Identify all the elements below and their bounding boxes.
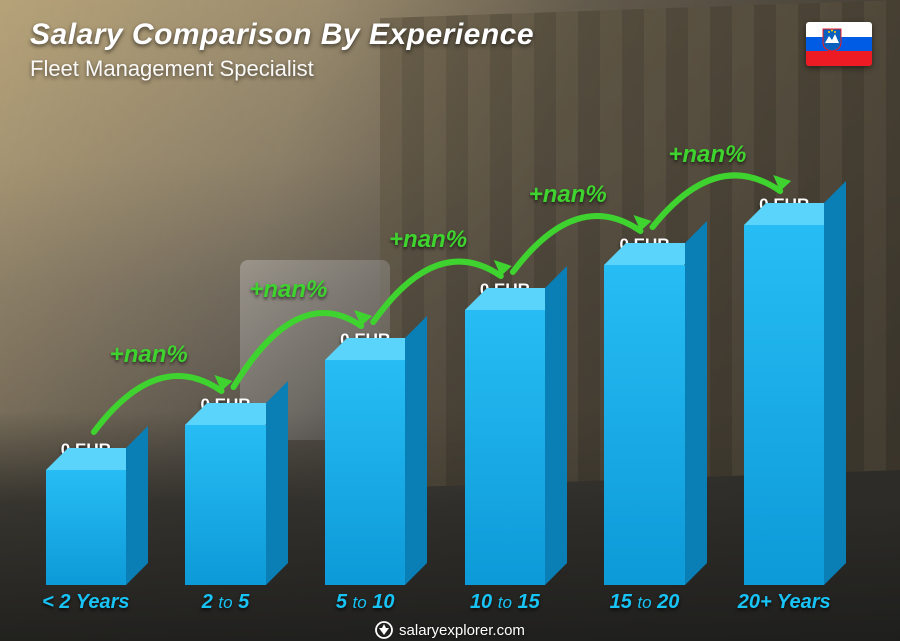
x-category-label: 10 to 15 bbox=[449, 591, 561, 621]
country-flag-slovenia bbox=[806, 22, 872, 66]
bar-chart: 0 EUR0 EUR0 EUR0 EUR0 EUR0 EUR+nan%+nan%… bbox=[30, 115, 840, 585]
logo-icon bbox=[375, 621, 393, 639]
bar-column: 0 EUR bbox=[170, 395, 282, 585]
bar bbox=[465, 310, 545, 585]
x-category-label: 15 to 20 bbox=[589, 591, 701, 621]
flag-stripe-red bbox=[806, 51, 872, 66]
flag-coat-of-arms bbox=[822, 28, 842, 52]
chart-title: Salary Comparison By Experience bbox=[30, 18, 534, 52]
footer-site: salaryexplorer.com bbox=[399, 622, 525, 639]
bar-column: 0 EUR bbox=[728, 195, 840, 585]
delta-arrow: +nan% bbox=[30, 115, 840, 585]
x-axis: < 2 Years 2 to 5 5 to 10 10 to 15 15 to 20 20… bbox=[30, 591, 840, 621]
bar-column: 0 EUR bbox=[309, 330, 421, 585]
bar-column: 0 EUR bbox=[449, 280, 561, 585]
delta-label: +nan% bbox=[529, 181, 607, 209]
bar bbox=[46, 470, 126, 585]
delta-label: +nan% bbox=[389, 226, 467, 254]
delta-arrow: +nan% bbox=[30, 115, 840, 585]
title-block: Salary Comparison By Experience Fleet Ma… bbox=[30, 18, 534, 82]
delta-label: +nan% bbox=[668, 141, 746, 169]
bar bbox=[744, 225, 824, 585]
chart-subtitle: Fleet Management Specialist bbox=[30, 56, 534, 82]
footer: salaryexplorer.com bbox=[0, 621, 900, 639]
delta-arrow: +nan% bbox=[30, 115, 840, 585]
bar bbox=[185, 425, 265, 585]
x-category-label: 2 to 5 bbox=[170, 591, 282, 621]
x-category-label: 5 to 10 bbox=[309, 591, 421, 621]
delta-label: +nan% bbox=[249, 276, 327, 304]
bar-column: 0 EUR bbox=[30, 440, 142, 585]
delta-label: +nan% bbox=[110, 341, 188, 369]
x-category-label: 20+ Years bbox=[728, 591, 840, 621]
x-category-label: < 2 Years bbox=[30, 591, 142, 621]
delta-arrow: +nan% bbox=[30, 115, 840, 585]
bar-column: 0 EUR bbox=[589, 235, 701, 585]
bar bbox=[604, 265, 684, 585]
bar bbox=[325, 360, 405, 585]
delta-arrow: +nan% bbox=[30, 115, 840, 585]
